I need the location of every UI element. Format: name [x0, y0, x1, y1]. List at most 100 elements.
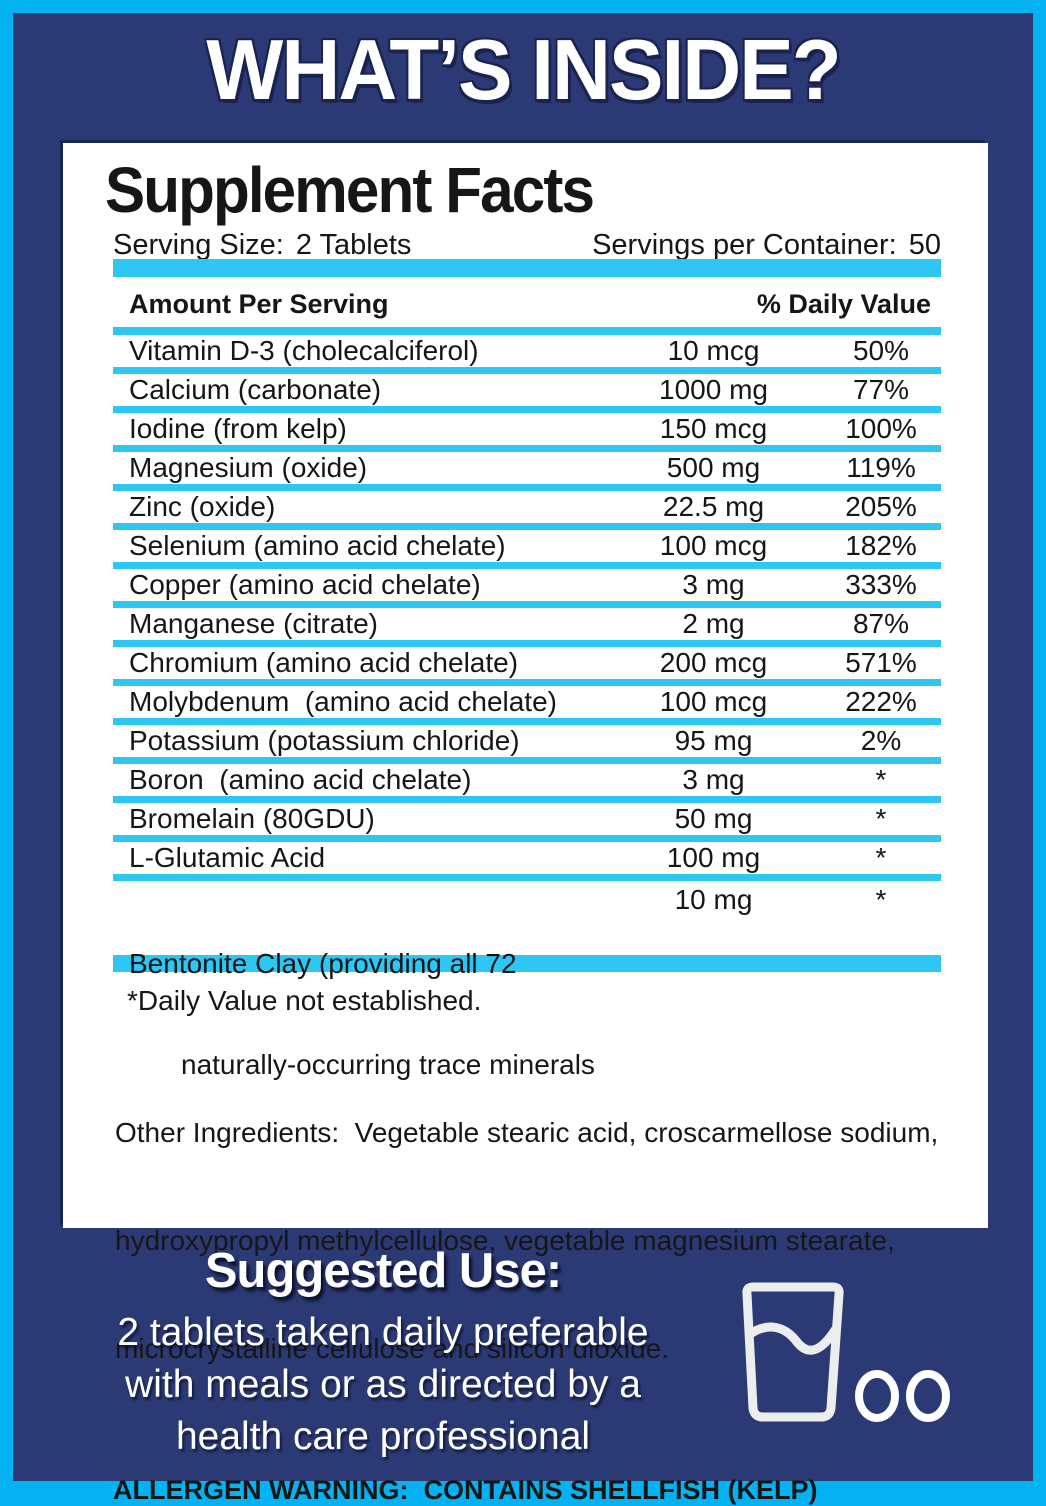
ingredient-amount: 3 mg	[682, 569, 745, 600]
ingredient-daily-value: *	[875, 764, 887, 795]
table-row: L-Glutamic Acid 100 mg *	[113, 842, 941, 874]
ingredient-amount: 1000 mg	[659, 374, 768, 405]
daily-value-header: % Daily Value	[756, 288, 931, 319]
table-row: Molybdenum (amino acid chelate) 100 mcg 22…	[113, 686, 941, 718]
ingredient-name: Bentonite Clay (providing all 72 natural…	[113, 881, 606, 1147]
ingredient-name: Manganese (citrate)	[129, 608, 379, 639]
ingredient-amount: 22.5 mg	[662, 491, 765, 522]
row-divider	[113, 835, 941, 842]
ingredient-amount: 95 mg	[674, 725, 753, 756]
ingredient-daily-value: 222%	[845, 686, 917, 717]
table-row: Iodine (from kelp) 150 mcg 100%	[113, 413, 941, 445]
ingredient-daily-value: *	[875, 884, 887, 915]
ingredient-daily-value: *	[875, 842, 887, 873]
ingredient-daily-value: *	[875, 803, 887, 834]
header-divider	[113, 327, 941, 335]
ingredient-name: Vitamin D-3 (cholecalciferol)	[129, 335, 479, 366]
table-row: Copper (amino acid chelate) 3 mg 333%	[113, 569, 941, 601]
ingredient-amount: 50 mg	[674, 803, 753, 834]
suggested-use-section: Suggested Use: 2 tablets taken daily pre…	[63, 1243, 703, 1463]
row-divider	[113, 796, 941, 803]
supplement-facts-panel: Supplement Facts Serving Size: 2 Tablets …	[63, 143, 988, 1505]
tablet-icon	[855, 1370, 899, 1422]
other-ingredients-line: hydroxypropyl methylcellulose, vegetable…	[115, 1225, 895, 1256]
ingredient-daily-value: 87%	[852, 608, 910, 639]
ingredient-amount: 100 mg	[666, 842, 761, 873]
ingredient-amount: 3 mg	[682, 764, 745, 795]
ingredient-name: Boron (amino acid chelate)	[129, 764, 472, 795]
row-divider	[113, 874, 941, 881]
row-divider	[113, 718, 941, 725]
ingredient-name: Selenium (amino acid chelate)	[129, 530, 506, 561]
row-divider	[113, 601, 941, 608]
table-row: Bentonite Clay (providing all 72 natural…	[113, 881, 941, 1080]
tablet-icon	[906, 1370, 950, 1422]
other-ingredients: Other Ingredients: Vegetable stearic aci…	[113, 1043, 941, 1439]
ingredient-daily-value: 2%	[860, 725, 902, 756]
row-divider	[113, 406, 941, 413]
table-header-row: Amount Per Serving % Daily Value	[113, 289, 941, 319]
water-line	[745, 1322, 840, 1355]
other-ingredients-line: microcrystalline cellulose and silicon d…	[115, 1333, 670, 1364]
ingredient-amount: 500 mg	[666, 452, 761, 483]
table-row: Boron (amino acid chelate) 3 mg *	[113, 764, 941, 796]
ingredient-name: Potassium (potassium chloride)	[129, 725, 520, 756]
ingredient-name: Calcium (carbonate)	[129, 374, 382, 405]
table-row: Magnesium (oxide) 500 mg 119%	[113, 452, 941, 484]
serving-size-label: Serving Size:	[113, 229, 284, 261]
table-row: Bromelain (80GDU) 50 mg *	[113, 803, 941, 835]
row-divider	[113, 523, 941, 530]
suggested-use-line: 2 tablets taken daily preferable	[117, 1311, 649, 1354]
table-bottom-bar	[113, 955, 941, 972]
ingredient-name: Chromium (amino acid chelate)	[129, 647, 519, 678]
ingredient-name: Zinc (oxide)	[129, 491, 276, 522]
servings-per-container: Servings per Container: 50	[592, 229, 941, 262]
ingredient-daily-value: 571%	[845, 647, 917, 678]
row-divider	[113, 679, 941, 686]
amount-per-serving-header: Amount Per Serving	[129, 288, 389, 319]
ingredient-daily-value: 119%	[846, 452, 916, 483]
glass-outline	[742, 1282, 844, 1422]
row-divider	[113, 367, 941, 374]
other-ingredients-line: Other Ingredients: Vegetable stearic aci…	[115, 1117, 939, 1148]
glass-of-water-icon	[742, 1282, 950, 1422]
allergen-warning: ALLERGEN WARNING: CONTAINS SHELLFISH (KE…	[113, 1475, 818, 1505]
row-divider	[113, 484, 941, 491]
ingredient-name: Iodine (from kelp)	[129, 413, 347, 444]
serving-size: Serving Size: 2 Tablets	[113, 229, 411, 262]
row-divider	[113, 562, 941, 569]
table-row: Selenium (amino acid chelate) 100 mcg 182%	[113, 530, 941, 562]
table-row: Calcium (carbonate) 1000 mg 77%	[113, 374, 941, 406]
ingredient-daily-value: 100%	[845, 413, 917, 444]
ingredient-name: L-Glutamic Acid	[129, 842, 326, 873]
ingredient-amount: 10 mg	[674, 884, 753, 915]
ingredient-amount: 200 mcg	[659, 647, 768, 678]
ingredient-amount: 2 mg	[682, 608, 745, 639]
ingredient-name: Copper (amino acid chelate)	[129, 569, 481, 600]
ingredient-amount: 100 mcg	[659, 530, 768, 561]
table-top-bar	[113, 259, 941, 277]
servings-value: 50	[908, 229, 941, 261]
serving-size-value: 2 Tablets	[295, 229, 412, 261]
ingredient-name-line2: naturally-occurring trace minerals	[181, 1049, 595, 1080]
daily-value-footnote: *Daily Value not established.	[127, 985, 482, 1016]
table-row: Manganese (citrate) 2 mg 87%	[113, 608, 941, 640]
ingredient-daily-value: 205%	[845, 491, 917, 522]
ingredient-amount: 100 mcg	[659, 686, 768, 717]
suggested-use-line: with meals or as directed by a	[125, 1363, 641, 1406]
servings-label: Servings per Container:	[592, 229, 897, 261]
table-row: Chromium (amino acid chelate) 200 mcg 571%	[113, 647, 941, 679]
row-divider	[113, 757, 941, 764]
ingredient-daily-value: 333%	[845, 569, 917, 600]
ingredient-name: Magnesium (oxide)	[129, 452, 368, 483]
table-row: Vitamin D-3 (cholecalciferol) 10 mcg 50%	[113, 335, 941, 367]
ingredient-daily-value: 182%	[845, 530, 917, 561]
ingredient-name: Bromelain (80GDU)	[129, 803, 375, 834]
suggested-use-title: Suggested Use:	[204, 1244, 562, 1298]
row-divider	[113, 445, 941, 452]
ingredient-name-line1: Bentonite Clay (providing all 72	[129, 948, 517, 979]
facts-table: Amount Per Serving % Daily Value Vitamin…	[113, 143, 941, 1506]
suggested-use-line: health care professional	[175, 1415, 591, 1458]
supplement-facts-heading: Supplement Facts	[105, 154, 595, 226]
